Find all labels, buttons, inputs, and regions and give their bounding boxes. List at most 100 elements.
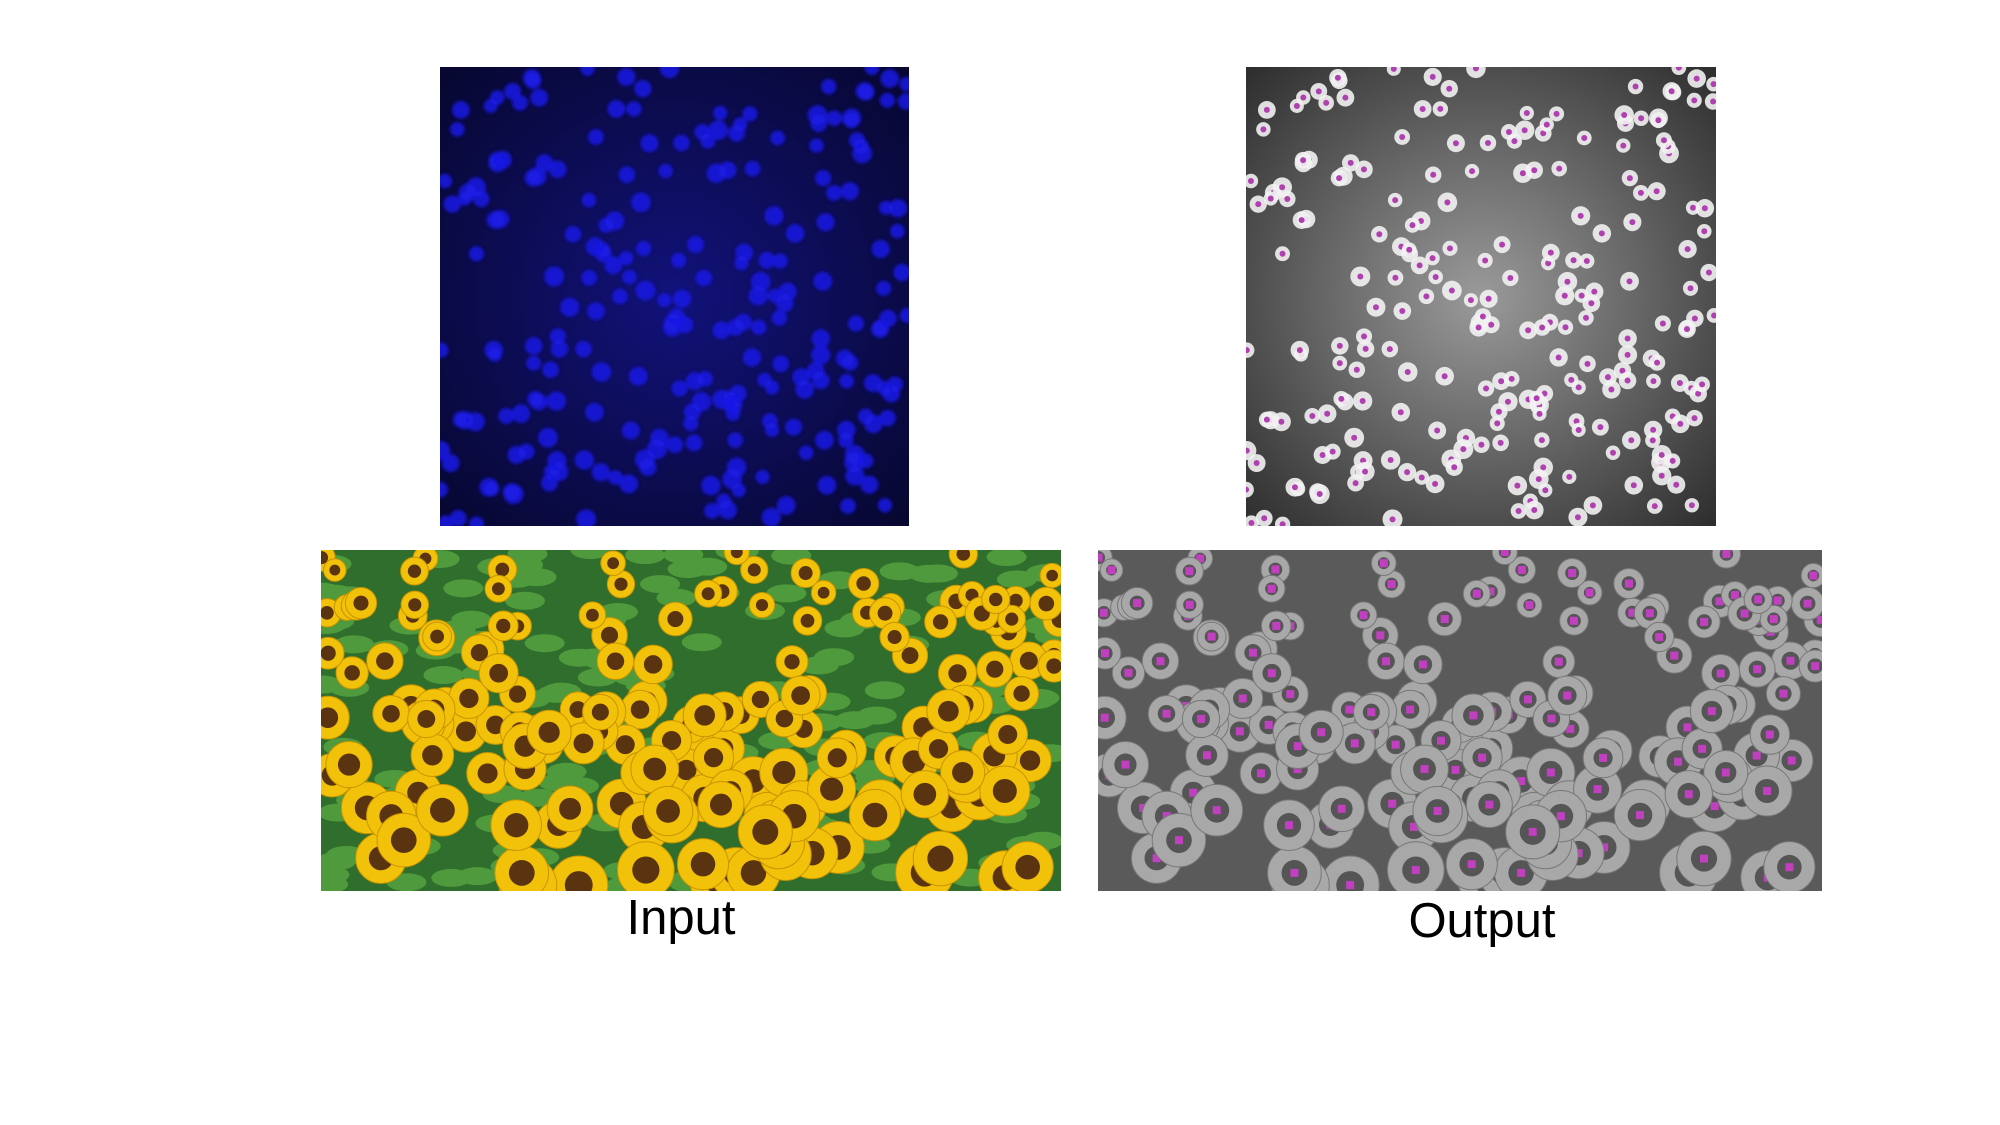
cell	[701, 475, 721, 496]
cell-center	[1689, 204, 1696, 211]
cell-center	[1432, 480, 1439, 487]
detection	[1684, 790, 1693, 799]
cell	[742, 348, 762, 367]
cell	[524, 169, 542, 187]
cell-center	[1540, 130, 1547, 137]
flower-center	[408, 598, 422, 612]
cell	[468, 246, 484, 262]
cell-center	[1309, 412, 1316, 419]
cell	[441, 454, 460, 472]
detection	[1700, 854, 1709, 863]
cell	[687, 236, 704, 254]
detection	[1811, 662, 1820, 671]
flower-center	[508, 860, 535, 886]
flower-center	[877, 605, 893, 621]
cell-center	[1475, 324, 1482, 331]
flower-center	[344, 665, 360, 681]
detection	[1406, 705, 1415, 714]
cell-center	[1253, 460, 1260, 467]
cell-center	[1362, 468, 1369, 475]
cell	[864, 67, 880, 75]
detection	[1286, 690, 1295, 699]
cell	[775, 294, 794, 313]
leaf	[443, 579, 484, 598]
flower-center	[630, 700, 650, 719]
cell-center	[1630, 482, 1637, 489]
detection	[1787, 756, 1796, 765]
flower-center	[321, 707, 339, 728]
detection	[1593, 785, 1602, 794]
cell	[838, 432, 854, 448]
cell	[598, 217, 614, 233]
leaf	[864, 681, 905, 700]
detection	[1451, 765, 1460, 774]
flower-center	[928, 739, 949, 759]
cell	[735, 243, 754, 262]
cell-center	[1495, 408, 1502, 415]
cell	[488, 151, 506, 169]
detection	[1202, 751, 1211, 760]
flower-center	[751, 690, 770, 709]
cell-center	[1472, 67, 1479, 72]
cell-center	[1620, 142, 1627, 149]
cell	[758, 251, 776, 269]
detection	[1740, 609, 1749, 618]
detection	[1754, 595, 1763, 604]
cell	[748, 286, 768, 306]
cell-center	[1279, 184, 1286, 191]
cell	[761, 507, 781, 526]
cell-center	[1361, 333, 1368, 340]
flower-center	[607, 557, 620, 570]
cell-center	[1497, 439, 1504, 446]
cell-center	[1519, 170, 1526, 177]
cell	[713, 105, 728, 121]
flower-center	[740, 860, 767, 886]
cell	[732, 117, 748, 132]
cell	[518, 443, 535, 460]
cell	[657, 293, 672, 308]
cell	[704, 503, 720, 519]
flower-center	[643, 655, 663, 674]
cell-center	[1409, 222, 1416, 229]
detection	[1433, 806, 1442, 815]
cell-center	[1650, 426, 1657, 433]
cell	[1466, 67, 1486, 79]
cell	[468, 516, 485, 526]
cell-center	[1336, 342, 1343, 349]
flower-center	[1009, 593, 1023, 608]
cell	[591, 463, 610, 482]
flower-center	[477, 763, 498, 784]
cell	[899, 308, 909, 323]
detection	[1437, 736, 1446, 745]
cell	[847, 315, 865, 332]
cell	[807, 105, 828, 125]
detection	[1500, 550, 1509, 557]
detection	[1785, 863, 1794, 872]
cell-center	[1460, 446, 1467, 453]
cell-center	[1575, 384, 1582, 391]
detection	[1585, 588, 1594, 597]
flower-center	[927, 845, 954, 872]
detection	[1379, 559, 1388, 568]
cell-center	[1691, 315, 1698, 322]
cell-center	[1701, 228, 1708, 235]
detection	[1256, 769, 1265, 778]
cell-center	[1676, 380, 1683, 387]
flower-center	[656, 799, 680, 823]
cell	[722, 390, 738, 406]
cell	[772, 355, 790, 373]
flower-center	[382, 704, 400, 723]
detection	[1235, 727, 1244, 736]
cell	[546, 391, 567, 411]
flower-center	[591, 703, 609, 721]
leaf	[681, 633, 722, 652]
detection	[1786, 656, 1795, 665]
detection	[1098, 553, 1103, 562]
cell	[527, 390, 543, 407]
cell	[742, 106, 758, 122]
cell-center	[1650, 378, 1657, 385]
cell	[659, 67, 680, 79]
cell	[587, 302, 605, 320]
cell	[840, 498, 856, 514]
